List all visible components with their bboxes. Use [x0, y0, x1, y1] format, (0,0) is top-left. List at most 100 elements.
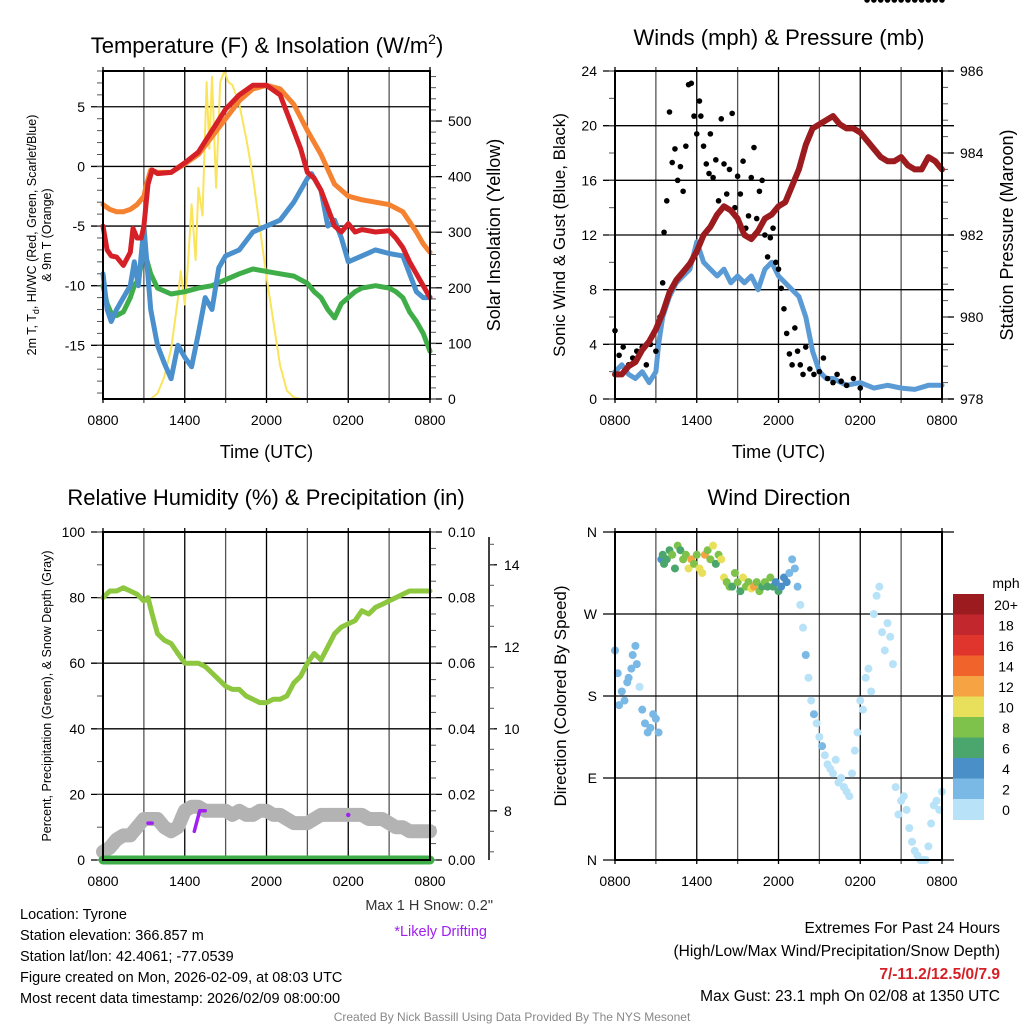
direction-point [799, 623, 808, 632]
gust-point [696, 98, 703, 104]
y-tick-label: 16 [581, 172, 597, 188]
direction-point [638, 705, 647, 714]
gust-point [767, 234, 774, 241]
x-tick-label: 2000 [251, 873, 282, 889]
direction-point [856, 696, 865, 705]
gust-point [737, 191, 744, 197]
drift-segment [192, 809, 207, 834]
chart-title: Temperature (F) & Insolation (W/m2) [91, 31, 444, 58]
gust-point [706, 170, 712, 177]
gust-point [891, 0, 898, 3]
gust-point [925, 0, 932, 3]
y-tick-label: 8 [589, 282, 597, 298]
plot-border [102, 531, 431, 861]
direction-point [681, 550, 690, 559]
colorbar-label: 4 [1002, 761, 1010, 777]
direction-point [627, 664, 636, 673]
gust-point [939, 0, 945, 3]
y2-tick-label: 0.08 [448, 590, 475, 606]
drifting-label: *Likely Drifting [394, 924, 487, 940]
y-axis-label: 2m T, Td, HI/WC (Red, Green, Scarlet/Blu… [25, 115, 41, 356]
direction-point [872, 591, 881, 600]
direction-point [620, 696, 629, 705]
direction-point [662, 555, 671, 564]
direction-point [829, 769, 837, 778]
direction-point [869, 610, 878, 618]
gust-point [816, 368, 823, 375]
max-snow-label: Max 1 H Snow: 0.2" [365, 898, 493, 914]
direction-point [880, 646, 889, 655]
direction-point [785, 569, 794, 577]
panel-winds: 0800 1400 2000 0200 0800 Winds (mph) & Pressu… [550, 0, 1017, 462]
y2-axis-label: Station Pressure (Maroon) [997, 129, 1017, 340]
direction-point [635, 682, 644, 691]
gust-point [794, 348, 801, 354]
x-tick-label: 2000 [763, 412, 794, 428]
x-tick-label: 0200 [333, 873, 364, 889]
y-tick-label: -5 [73, 218, 86, 234]
direction-point [711, 559, 720, 568]
y2-tick-label: 0.04 [448, 721, 475, 737]
direction-point [875, 582, 884, 591]
direction-point [905, 824, 914, 833]
x-tick-label: 0800 [414, 873, 445, 889]
direction-point [850, 746, 859, 755]
gust-point [718, 116, 725, 122]
gust-point [715, 198, 722, 204]
drift-point [346, 812, 351, 818]
series-rh [100, 585, 433, 706]
y2-tick-label: 984 [960, 145, 984, 161]
gust-point [778, 285, 785, 292]
y2-tick-label: 0 [448, 391, 456, 407]
y-tick-label: N [587, 852, 597, 868]
gust-point [884, 0, 891, 3]
gust-point [820, 355, 827, 361]
x-tick-label: 2000 [251, 412, 282, 428]
x-tick-label: 1400 [169, 412, 200, 428]
footer-latlon: Station lat/lon: 42.4061; -77.0539 [20, 949, 234, 965]
gust-point [713, 157, 719, 163]
gust-point [666, 109, 673, 115]
colorbar-swatch [953, 594, 984, 615]
y-tick-label: 80 [69, 590, 85, 606]
series-temp9m [100, 82, 433, 255]
direction-point [706, 555, 715, 564]
max-gust: Max Gust: 23.1 mph On 02/08 at 1350 UTC [700, 988, 1000, 1005]
y2-axis-label: Solar Insolation (Yellow) [484, 139, 504, 331]
direction-point [891, 783, 900, 792]
colorbar-label: 16 [998, 638, 1014, 654]
colorbar-label: 18 [998, 618, 1014, 634]
extremes-title: Extremes For Past 24 Hours [804, 920, 1000, 937]
direction-point [845, 792, 854, 801]
y-tick-label: 60 [69, 655, 85, 671]
chart-title: Wind Direction [707, 485, 850, 510]
direction-point [894, 810, 903, 819]
x-tick-label: 0200 [845, 873, 876, 889]
y2-tick-label: 0.02 [448, 786, 475, 802]
direction-point [690, 559, 699, 568]
direction-point [886, 632, 895, 641]
gust-point [843, 382, 850, 389]
y2-tick-label: 0.00 [448, 852, 475, 868]
footer-credit: Created By Nick Bassill Using Data Provi… [333, 1010, 691, 1024]
gust-point [772, 259, 779, 266]
direction-point [684, 564, 693, 573]
gust-point [762, 232, 768, 238]
y-tick-label: 20 [69, 786, 85, 802]
x-tick-label: 0200 [333, 412, 364, 428]
direction-point [617, 687, 626, 696]
gust-point [775, 266, 782, 272]
y-tick-label: 12 [581, 227, 597, 243]
gust-point [683, 143, 689, 149]
direction-point [848, 769, 857, 778]
y3-tick-label: 14 [504, 557, 520, 573]
direction-point [739, 573, 748, 582]
series-wind [612, 239, 945, 392]
colorbar-label: 0 [1002, 802, 1010, 818]
y2-tick-label: 978 [960, 391, 984, 407]
direction-point [782, 578, 791, 587]
gust-point [824, 375, 831, 382]
extremes-values: 7/-11.2/12.5/0/7.9 [879, 966, 1000, 983]
y-tick-label: -15 [65, 337, 85, 353]
direction-point [676, 546, 685, 555]
